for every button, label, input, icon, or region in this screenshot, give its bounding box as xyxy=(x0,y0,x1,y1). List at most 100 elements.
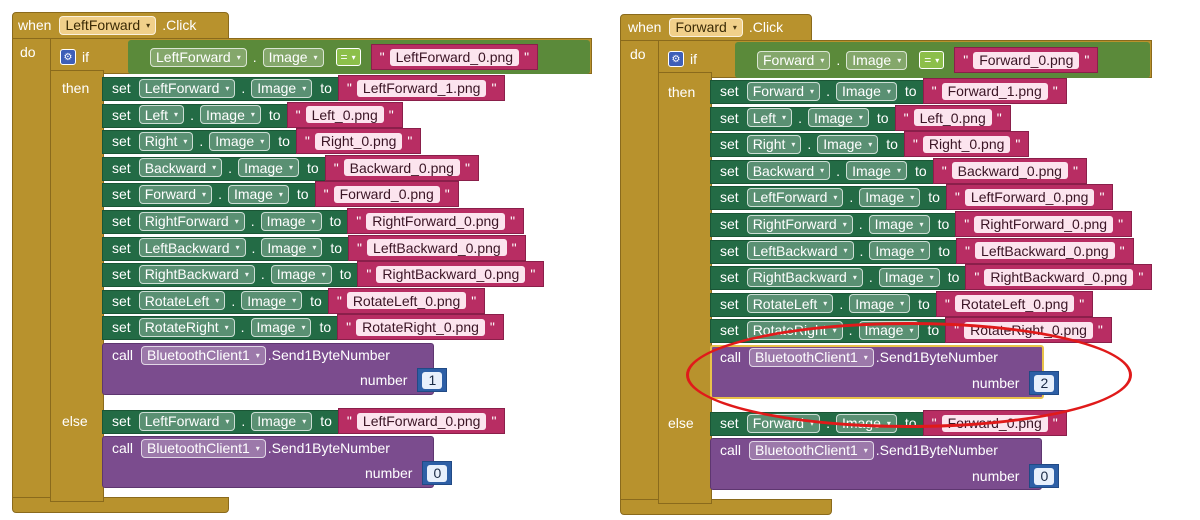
string-block[interactable]: " Backward_0.png " xyxy=(324,154,479,181)
string-block[interactable]: " LeftBackward_0.png " xyxy=(956,237,1134,264)
set-property-dropdown[interactable]: Image ▾ xyxy=(835,81,897,101)
number-block[interactable]: 0 xyxy=(422,461,453,485)
string-block[interactable]: " RightForward_0.png " xyxy=(955,211,1133,237)
string-block[interactable]: " Right_0.png " xyxy=(903,131,1030,158)
cond-property-dropdown[interactable]: Image ▾ xyxy=(262,47,324,67)
number-value[interactable]: 0 xyxy=(427,464,448,482)
string-value[interactable]: Left_0.png xyxy=(305,106,384,124)
call-component-dropdown[interactable]: BluetoothClient1 ▾ xyxy=(749,440,874,460)
set-component-dropdown[interactable]: RotateLeft ▾ xyxy=(746,294,834,314)
set-property-dropdown[interactable]: Image ▾ xyxy=(846,161,907,181)
string-block[interactable]: " RotateRight_0.png " xyxy=(337,314,504,341)
set-property-dropdown[interactable]: Image ▾ xyxy=(251,411,313,431)
set-component-dropdown[interactable]: Forward ▾ xyxy=(138,184,213,204)
string-block[interactable]: " RotateLeft_0.png " xyxy=(935,290,1094,317)
string-value[interactable]: Forward_1.png xyxy=(941,82,1048,100)
set-property-dropdown[interactable]: Image ▾ xyxy=(199,105,261,125)
cond-property-dropdown[interactable]: Image ▾ xyxy=(846,50,908,70)
string-block[interactable]: " RightBackward_0.png " xyxy=(965,264,1153,291)
call-component-dropdown[interactable]: BluetoothClient1 ▾ xyxy=(141,438,266,458)
cond-component-dropdown[interactable]: LeftForward ▾ xyxy=(150,47,247,67)
string-block[interactable]: " RightBackward_0.png " xyxy=(357,261,545,288)
string-value[interactable]: Right_0.png xyxy=(314,132,403,150)
mutator-gear-icon[interactable]: ⚙ xyxy=(668,51,684,67)
set-property-dropdown[interactable]: Image ▾ xyxy=(869,241,931,261)
string-block[interactable]: " LeftForward_1.png " xyxy=(337,75,506,101)
call-component-dropdown[interactable]: BluetoothClient1 ▾ xyxy=(141,345,266,365)
string-value[interactable]: RightForward_0.png xyxy=(366,212,506,230)
string-block[interactable]: " LeftForward_0.png " xyxy=(337,408,506,434)
event-component-dropdown[interactable]: LeftForward ▾ xyxy=(59,15,157,35)
string-block[interactable]: " LeftForward_0.png " xyxy=(945,184,1114,211)
set-component-dropdown[interactable]: Left ▾ xyxy=(746,108,793,128)
set-component-dropdown[interactable]: RotateLeft ▾ xyxy=(138,291,226,311)
string-block[interactable]: " Left_0.png " xyxy=(286,101,403,128)
set-component-dropdown[interactable]: LeftForward ▾ xyxy=(138,78,236,98)
string-value[interactable]: LeftBackward_0.png xyxy=(367,239,507,257)
string-value[interactable]: Left_0.png xyxy=(913,109,992,127)
set-component-dropdown[interactable]: Forward ▾ xyxy=(746,81,821,101)
set-component-dropdown[interactable]: RightBackward ▾ xyxy=(746,267,863,287)
set-component-dropdown[interactable]: RightBackward ▾ xyxy=(138,264,255,284)
string-value[interactable]: RotateLeft_0.png xyxy=(954,295,1075,313)
set-property-dropdown[interactable]: Image ▾ xyxy=(868,214,930,234)
set-property-dropdown[interactable]: Image ▾ xyxy=(878,267,940,287)
set-component-dropdown[interactable]: LeftForward ▾ xyxy=(138,411,236,431)
string-value[interactable]: LeftForward_1.png xyxy=(356,79,487,97)
set-component-dropdown[interactable]: Backward ▾ xyxy=(138,158,223,178)
cond-string-block[interactable]: " Forward_0.png " xyxy=(954,47,1099,73)
cond-string-value[interactable]: Forward_0.png xyxy=(973,51,1080,69)
event-component-dropdown[interactable]: Forward ▾ xyxy=(669,17,743,37)
set-property-dropdown[interactable]: Image ▾ xyxy=(260,211,322,231)
set-component-dropdown[interactable]: RotateRight ▾ xyxy=(138,317,235,337)
set-component-dropdown[interactable]: LeftForward ▾ xyxy=(746,187,844,207)
string-value[interactable]: RotateLeft_0.png xyxy=(346,292,467,310)
string-block[interactable]: " Forward_0.png " xyxy=(314,181,459,208)
set-property-dropdown[interactable]: Image ▾ xyxy=(241,291,303,311)
string-value[interactable]: Backward_0.png xyxy=(343,159,460,177)
compare-operator-dropdown[interactable]: = ▾ xyxy=(335,48,361,66)
cond-component-dropdown[interactable]: Forward ▾ xyxy=(757,50,831,70)
string-value[interactable]: Backward_0.png xyxy=(951,162,1068,180)
string-block[interactable]: " RightForward_0.png " xyxy=(347,208,525,234)
string-value[interactable]: RotateRight_0.png xyxy=(356,318,485,336)
set-component-dropdown[interactable]: Backward ▾ xyxy=(746,161,831,181)
string-value[interactable]: RightBackward_0.png xyxy=(376,265,526,283)
set-property-dropdown[interactable]: Image ▾ xyxy=(261,238,323,258)
string-value[interactable]: Forward_0.png xyxy=(333,185,440,203)
compare-operator-dropdown[interactable]: = ▾ xyxy=(919,51,945,69)
mutator-gear-icon[interactable]: ⚙ xyxy=(60,49,76,65)
string-block[interactable]: " Left_0.png " xyxy=(894,104,1011,131)
cond-string-value[interactable]: LeftForward_0.png xyxy=(389,48,520,66)
set-property-dropdown[interactable]: Image ▾ xyxy=(270,264,332,284)
string-value[interactable]: Right_0.png xyxy=(922,135,1011,153)
set-property-dropdown[interactable]: Image ▾ xyxy=(807,108,869,128)
set-property-dropdown[interactable]: Image ▾ xyxy=(209,131,271,151)
set-component-dropdown[interactable]: Right ▾ xyxy=(138,131,194,151)
set-component-dropdown[interactable]: LeftBackward ▾ xyxy=(746,241,854,261)
string-value[interactable]: LeftBackward_0.png xyxy=(975,242,1115,260)
set-component-dropdown[interactable]: LeftBackward ▾ xyxy=(138,238,246,258)
set-property-dropdown[interactable]: Image ▾ xyxy=(238,158,299,178)
set-component-dropdown[interactable]: Left ▾ xyxy=(138,105,185,125)
string-block[interactable]: " Forward_1.png " xyxy=(922,78,1067,104)
set-component-dropdown[interactable]: Right ▾ xyxy=(746,134,802,154)
string-value[interactable]: RightBackward_0.png xyxy=(984,268,1134,286)
number-value[interactable]: 1 xyxy=(422,371,443,389)
string-value[interactable]: LeftForward_0.png xyxy=(964,188,1095,206)
set-property-dropdown[interactable]: Image ▾ xyxy=(227,184,289,204)
set-property-dropdown[interactable]: Image ▾ xyxy=(251,78,313,98)
number-block[interactable]: 1 xyxy=(417,368,448,392)
set-property-dropdown[interactable]: Image ▾ xyxy=(859,187,921,207)
string-block[interactable]: " RotateLeft_0.png " xyxy=(327,287,486,314)
cond-string-block[interactable]: " LeftForward_0.png " xyxy=(370,44,539,70)
set-property-dropdown[interactable]: Image ▾ xyxy=(817,134,879,154)
number-block[interactable]: 0 xyxy=(1029,464,1060,488)
string-block[interactable]: " Right_0.png " xyxy=(295,128,422,155)
set-component-dropdown[interactable]: RightForward ▾ xyxy=(138,211,245,231)
string-block[interactable]: " LeftBackward_0.png " xyxy=(348,234,526,261)
number-value[interactable]: 0 xyxy=(1034,467,1055,485)
string-block[interactable]: " Backward_0.png " xyxy=(932,157,1087,184)
string-value[interactable]: RightForward_0.png xyxy=(974,215,1114,233)
set-component-dropdown[interactable]: RightForward ▾ xyxy=(746,214,853,234)
